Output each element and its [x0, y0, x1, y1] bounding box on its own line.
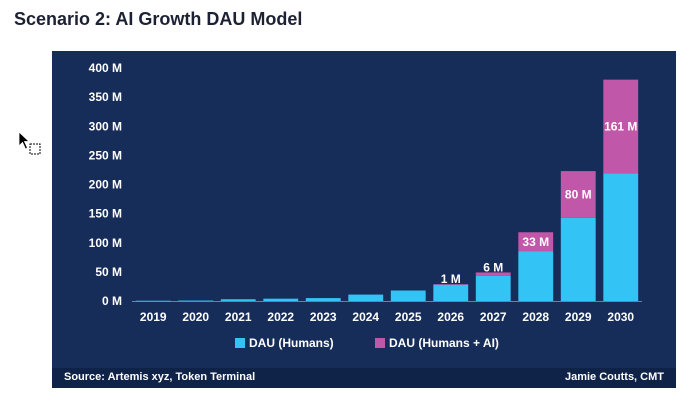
- x-tick-label: 2030: [607, 310, 634, 324]
- page-title: Scenario 2: AI Growth DAU Model: [14, 9, 303, 29]
- y-tick-label: 200 M: [89, 178, 122, 192]
- x-tick-label: 2022: [267, 310, 294, 324]
- bar-humans-ai-2029: [560, 171, 596, 218]
- bar-humans-2021: [220, 299, 256, 301]
- x-tick-label: 2023: [310, 310, 337, 324]
- data-label-2030: 161 M: [604, 120, 637, 134]
- y-tick-label: 250 M: [89, 148, 122, 162]
- x-tick-label: 2020: [182, 310, 209, 324]
- mouse-cursor-icon: [18, 131, 41, 155]
- x-tick-label: 2028: [522, 310, 549, 324]
- source-note: Source: Artemis xyz, Token Terminal: [64, 371, 256, 383]
- y-tick-label: 300 M: [89, 119, 122, 133]
- x-tick-label: 2019: [140, 310, 167, 324]
- bar-humans-2029: [560, 217, 596, 301]
- bar-humans-2024: [348, 294, 384, 301]
- legend-label-humans: DAU (Humans): [249, 336, 334, 350]
- y-tick-label: 50 M: [95, 265, 122, 279]
- bar-humans-2019: [135, 300, 171, 302]
- y-tick-label: 400 M: [89, 61, 122, 75]
- bar-humans-ai-2030: [603, 79, 639, 174]
- y-tick-label: 0 M: [102, 294, 122, 308]
- bar-humans-ai-2027: [475, 272, 511, 276]
- y-tick-label: 100 M: [89, 236, 122, 250]
- x-tick-label: 2025: [395, 310, 422, 324]
- bar-humans-2023: [305, 298, 341, 301]
- x-tick-label: 2021: [225, 310, 252, 324]
- x-tick-label: 2029: [565, 310, 592, 324]
- author-credit: Jamie Coutts, CMT: [564, 371, 664, 383]
- chart-footer: Source: Artemis xyz, Token Terminal Jami…: [52, 368, 676, 388]
- y-tick-label: 150 M: [89, 207, 122, 221]
- legend-label-humans-ai: DAU (Humans + AI): [389, 336, 499, 350]
- bar-humans-2026: [433, 284, 469, 301]
- data-label-2027: 6 M: [483, 260, 503, 274]
- x-tick-label: 2026: [437, 310, 464, 324]
- bar-humans-ai-2026: [433, 284, 469, 285]
- data-label-2028: 33 M: [522, 235, 549, 249]
- legend-swatch-humans-ai: [375, 338, 385, 348]
- bar-humans-2025: [390, 290, 426, 301]
- dau-bar-chart: 0 M 50 M 100 M 150 M 200 M 250 M 300 M 350 M 400…: [89, 61, 642, 350]
- legend-swatch-humans: [235, 338, 245, 348]
- bar-humans-2027: [475, 275, 511, 301]
- chart-panel: 0 M 50 M 100 M 150 M 200 M 250 M 300 M 350 M 400…: [52, 51, 676, 388]
- x-tick-label: 2027: [480, 310, 507, 324]
- bar-humans-2020: [178, 300, 214, 302]
- bar-humans-2030: [603, 173, 639, 301]
- bar-humans-2022: [263, 298, 299, 301]
- data-label-2029: 80 M: [565, 187, 592, 201]
- x-tick-label: 2024: [352, 310, 379, 324]
- y-tick-label: 350 M: [89, 90, 122, 104]
- bar-humans-ai-2028: [518, 232, 554, 252]
- data-label-2026: 1 M: [441, 272, 461, 286]
- bar-humans-2028: [518, 251, 554, 301]
